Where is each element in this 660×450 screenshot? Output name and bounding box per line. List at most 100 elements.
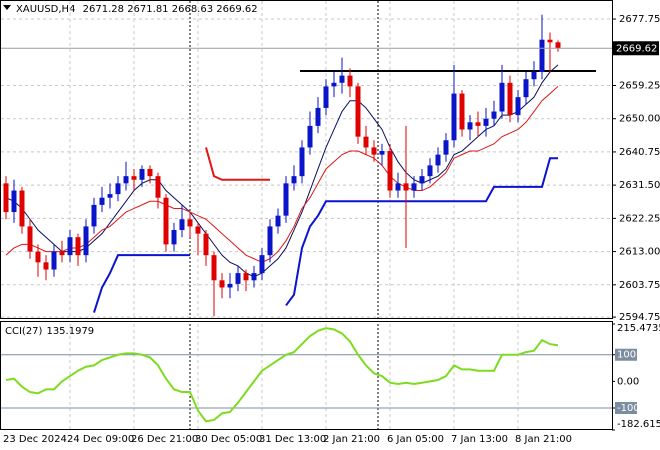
low-value: 2668.63: [172, 4, 213, 15]
candle-body: [219, 280, 225, 288]
candle-body: [67, 237, 73, 256]
candle-body: [395, 183, 401, 191]
price-pane: [0, 0, 613, 319]
candle-body: [291, 176, 297, 184]
cci-level-box: [615, 402, 637, 415]
candle-body: [515, 97, 521, 116]
candle-body: [51, 251, 57, 270]
candle-body: [91, 204, 97, 227]
candle-body: [123, 176, 129, 184]
candle-body: [299, 147, 305, 177]
candle-body: [155, 176, 161, 198]
candle-body: [195, 226, 201, 234]
x-tick-label: 31 Dec 13:00: [259, 434, 326, 445]
candle-body: [251, 273, 257, 281]
candle-body: [539, 39, 545, 73]
candle-body: [363, 136, 369, 148]
cci-tick-label: 0.00: [617, 376, 639, 387]
candle-body: [19, 190, 25, 227]
x-tick-label: 24 Dec 09:00: [67, 434, 134, 445]
candle-body: [283, 183, 289, 216]
cci-tick-label: 100: [617, 350, 636, 361]
candle-body: [531, 72, 537, 80]
candle-body: [11, 190, 17, 213]
candle-body: [59, 251, 65, 256]
candle-body: [427, 165, 433, 177]
menu-arrow[interactable]: [3, 5, 11, 10]
candle-body: [323, 86, 329, 108]
cci-value: 135.1979: [46, 326, 94, 337]
y-tick-label: 2622.25: [619, 213, 660, 224]
x-tick-label: 23 Dec 2024: [3, 434, 67, 445]
x-tick-label: 8 Jan 21:00: [515, 434, 572, 445]
candle-body: [523, 79, 529, 98]
cci-tick-label: 215.4735: [617, 323, 660, 334]
candle-body: [475, 122, 481, 126]
candle-body: [315, 107, 321, 126]
candle-body: [171, 230, 177, 245]
candle-body: [507, 82, 513, 116]
candle-body: [371, 147, 377, 155]
candle-body: [491, 111, 497, 119]
cci-title: CCI(27) 135.1979: [5, 326, 94, 337]
candle-body: [211, 255, 217, 281]
candle-body: [27, 226, 33, 252]
candle-body: [243, 273, 249, 281]
candle-body: [499, 82, 505, 112]
candle-body: [267, 226, 273, 256]
candle-body: [163, 197, 169, 245]
candle-body: [387, 151, 393, 191]
symbol: XAUUSD,H4: [16, 4, 75, 15]
y-tick-label: 2640.75: [619, 147, 660, 158]
y-tick-label: 2631.50: [619, 180, 660, 191]
candle-body: [275, 215, 281, 227]
x-tick-label: 26 Dec 21:00: [131, 434, 198, 445]
close-value: 2669.62: [216, 4, 257, 15]
cci-line: [5, 327, 559, 423]
cci-pane: [0, 321, 613, 430]
high-value: 2671.81: [127, 4, 168, 15]
indicator-line: [205, 147, 270, 181]
candle-body: [3, 183, 9, 213]
candle-body: [147, 168, 153, 177]
cci-tick-label: -100: [617, 403, 640, 414]
candle-body: [403, 183, 409, 191]
candle-body: [83, 226, 89, 256]
indicator-line: [93, 254, 190, 313]
candle-body: [259, 255, 265, 274]
candle-body: [547, 39, 553, 43]
candle-body: [443, 140, 449, 155]
chart-header: XAUUSD,H4 2671.28 2671.81 2668.63 2669.6…: [16, 4, 258, 15]
candle-body: [99, 197, 105, 205]
indicator-line: [5, 64, 559, 278]
candle-body: [451, 93, 457, 141]
candle-body: [483, 118, 489, 126]
indicator-line: [5, 86, 559, 263]
cci-tick-label: -182.6154: [617, 419, 660, 430]
y-tick-label: 2613.00: [619, 247, 660, 258]
open-value: 2671.28: [83, 4, 124, 15]
candle-body: [467, 122, 473, 130]
x-tick-label: 2 Jan 21:00: [323, 434, 380, 445]
candle-body: [203, 233, 209, 256]
candle-body: [419, 176, 425, 184]
y-tick-label: 2594.75: [619, 312, 660, 323]
candle-body: [379, 151, 385, 155]
indicator-line: [285, 157, 558, 307]
candle-body: [339, 75, 345, 83]
candle-body: [107, 194, 113, 198]
x-tick-label: 30 Dec 05:00: [195, 434, 262, 445]
candle-body: [179, 219, 185, 231]
candle-body: [35, 251, 41, 263]
candle-body: [411, 183, 417, 191]
candle-body: [307, 125, 313, 148]
y-tick-label: 2603.75: [619, 280, 660, 291]
candle-body: [555, 42, 561, 49]
candle-body: [459, 93, 465, 130]
y-tick-label: 2659.25: [619, 80, 660, 91]
candle-body: [187, 219, 193, 227]
cci-name: CCI(27): [5, 326, 43, 337]
price-label: 2669.62: [616, 43, 657, 54]
